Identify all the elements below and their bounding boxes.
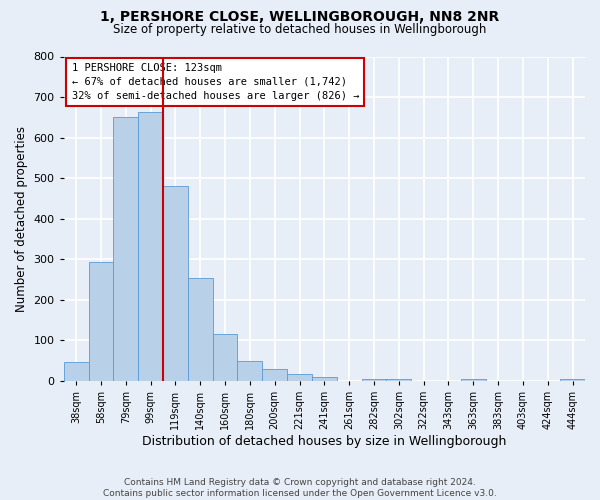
Y-axis label: Number of detached properties: Number of detached properties [15,126,28,312]
Bar [188,278,212,380]
Bar [461,379,486,380]
Bar [113,117,138,380]
Bar [287,374,312,380]
Bar [89,262,113,380]
Bar [262,369,287,380]
Bar [64,362,89,380]
Bar [312,378,337,380]
Text: 1 PERSHORE CLOSE: 123sqm
← 67% of detached houses are smaller (1,742)
32% of sem: 1 PERSHORE CLOSE: 123sqm ← 67% of detach… [71,63,359,101]
Text: Size of property relative to detached houses in Wellingborough: Size of property relative to detached ho… [113,22,487,36]
Text: 1, PERSHORE CLOSE, WELLINGBOROUGH, NN8 2NR: 1, PERSHORE CLOSE, WELLINGBOROUGH, NN8 2… [100,10,500,24]
Bar [212,334,238,380]
Bar [560,378,585,380]
Bar [138,112,163,380]
Bar [238,361,262,380]
Bar [163,186,188,380]
X-axis label: Distribution of detached houses by size in Wellingborough: Distribution of detached houses by size … [142,434,506,448]
Bar [362,378,386,380]
Text: Contains HM Land Registry data © Crown copyright and database right 2024.
Contai: Contains HM Land Registry data © Crown c… [103,478,497,498]
